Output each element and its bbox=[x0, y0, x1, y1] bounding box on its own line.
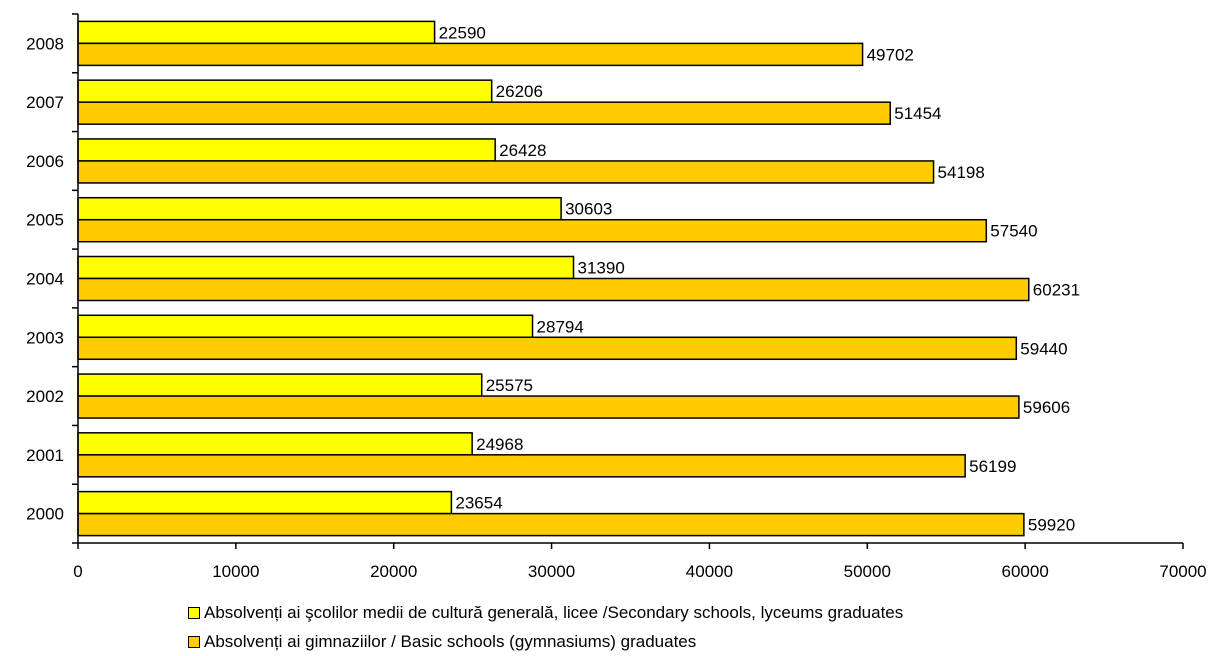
data-label-secondary-2008: 22590 bbox=[439, 23, 486, 42]
category-label-2001: 2001 bbox=[26, 446, 64, 465]
bar-basic-2006 bbox=[77, 160, 935, 184]
bar-basic-2004 bbox=[77, 277, 1030, 302]
bar-basic-2005 bbox=[77, 218, 988, 243]
x-tick-label-30000: 30000 bbox=[528, 562, 575, 581]
category-label-2004: 2004 bbox=[26, 270, 64, 289]
data-label-basic-2005: 57540 bbox=[990, 222, 1037, 241]
x-tick-label-10000: 10000 bbox=[212, 562, 259, 581]
data-label-secondary-2006: 26428 bbox=[499, 141, 546, 160]
data-label-secondary-2007: 26206 bbox=[496, 82, 543, 101]
legend: Absolvenți ai şcolilor medii de cultură … bbox=[188, 598, 903, 656]
data-label-basic-2008: 49702 bbox=[867, 45, 914, 64]
x-tick-label-20000: 20000 bbox=[370, 562, 417, 581]
bar-chart: 23654 59920 24968 56199 25575 59606 28794 59440… bbox=[26, 13, 1207, 581]
category-label-2002: 2002 bbox=[26, 387, 64, 406]
bar-secondary-2002 bbox=[77, 373, 483, 397]
data-label-basic-2001: 56199 bbox=[969, 457, 1016, 476]
data-label-basic-2007: 51454 bbox=[894, 104, 941, 123]
data-label-secondary-2002: 25575 bbox=[486, 376, 533, 395]
data-label-secondary-2004: 31390 bbox=[578, 259, 625, 278]
data-label-secondary-2000: 23654 bbox=[455, 494, 502, 513]
legend-label-secondary: Absolvenți ai şcolilor medii de cultură … bbox=[204, 602, 904, 622]
bar-secondary-2005 bbox=[77, 196, 562, 221]
category-label-2003: 2003 bbox=[26, 328, 64, 347]
bar-secondary-2003 bbox=[77, 314, 534, 339]
bar-basic-2007 bbox=[77, 101, 891, 125]
bar-basic-2003 bbox=[77, 336, 1018, 361]
bar-secondary-2007 bbox=[77, 79, 493, 103]
data-label-basic-2003: 59440 bbox=[1020, 339, 1067, 358]
bars-layer: 23654 59920 24968 56199 25575 59606 28794 59440… bbox=[77, 20, 1080, 537]
data-label-secondary-2005: 30603 bbox=[565, 200, 612, 219]
category-label-2007: 2007 bbox=[26, 93, 64, 112]
category-label-2006: 2006 bbox=[26, 152, 64, 171]
bar-basic-2000 bbox=[77, 512, 1025, 537]
bar-basic-2001 bbox=[77, 454, 966, 478]
x-tick-label-40000: 40000 bbox=[686, 562, 733, 581]
bar-basic-2008 bbox=[77, 42, 864, 67]
data-label-basic-2006: 54198 bbox=[938, 163, 985, 182]
category-label-2000: 2000 bbox=[26, 505, 64, 524]
x-tick-label-60000: 60000 bbox=[1002, 562, 1049, 581]
bar-basic-2002 bbox=[77, 395, 1020, 419]
data-label-basic-2002: 59606 bbox=[1023, 398, 1070, 417]
bar-secondary-2006 bbox=[77, 138, 496, 162]
legend-item-basic: Absolvenți ai gimnaziilor / Basic school… bbox=[188, 627, 903, 656]
category-label-2008: 2008 bbox=[26, 34, 64, 53]
axes-layer: 2000 2001 2002 2003 2004 2005 2006 2007 2008 0 100… bbox=[26, 13, 1207, 581]
legend-item-secondary: Absolvenți ai şcolilor medii de cultură … bbox=[188, 598, 903, 627]
bar-secondary-2008 bbox=[77, 20, 436, 45]
category-label-2005: 2005 bbox=[26, 211, 64, 230]
data-label-basic-2000: 59920 bbox=[1028, 516, 1075, 535]
data-label-secondary-2003: 28794 bbox=[537, 317, 584, 336]
legend-label-basic: Absolvenți ai gimnaziilor / Basic school… bbox=[204, 631, 697, 651]
bar-secondary-2000 bbox=[77, 490, 453, 515]
x-tick-label-50000: 50000 bbox=[844, 562, 891, 581]
bar-secondary-2004 bbox=[77, 255, 575, 280]
bar-secondary-2001 bbox=[77, 432, 473, 456]
legend-swatch-basic bbox=[188, 635, 200, 648]
data-label-secondary-2001: 24968 bbox=[476, 435, 523, 454]
x-tick-label-0: 0 bbox=[73, 562, 82, 581]
data-label-basic-2004: 60231 bbox=[1033, 281, 1080, 300]
legend-swatch-secondary bbox=[188, 606, 200, 619]
x-tick-label-70000: 70000 bbox=[1159, 562, 1206, 581]
